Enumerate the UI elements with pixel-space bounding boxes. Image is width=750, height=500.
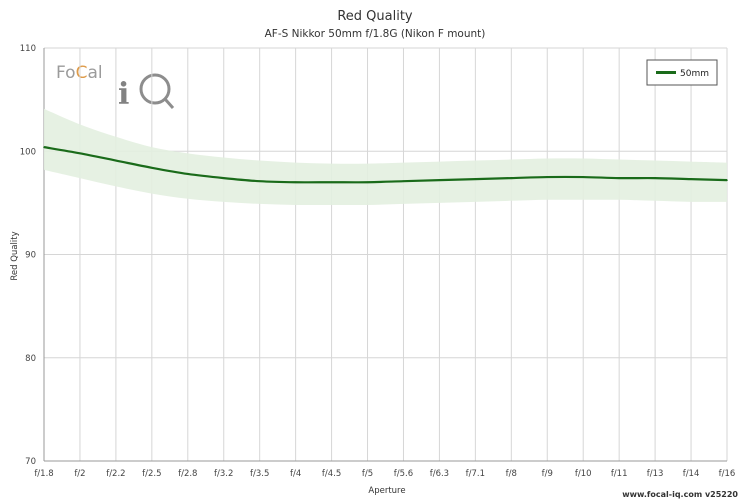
data-point[interactable] [330, 181, 333, 184]
series-line-50mm[interactable] [43, 146, 728, 184]
y-tick-label: 90 [25, 251, 36, 261]
data-point[interactable] [510, 177, 513, 179]
y-tick-label: 110 [20, 44, 36, 54]
data-point[interactable] [186, 173, 189, 175]
logo-magnifier-handle [163, 98, 175, 109]
x-tick-label: f/10 [575, 469, 592, 479]
x-tick-label: f/11 [611, 469, 628, 479]
legend-label: 50mm [680, 69, 709, 79]
x-tick-labels: f/1.8 f/2 f/2.2 f/2.5 f/2.8 f/3.2 f/3.5 f/4 f/4.… [34, 469, 735, 479]
confidence-band-layer [44, 108, 727, 206]
x-tick-label: f/2 [74, 469, 85, 479]
x-tick-label: f/1.8 [34, 469, 53, 479]
data-point[interactable] [474, 178, 477, 180]
y-tick-label: 80 [25, 354, 36, 364]
data-point[interactable] [258, 180, 261, 182]
x-tick-label: f/14 [683, 469, 700, 479]
data-point[interactable] [43, 146, 45, 148]
logo-magnifier-icon [139, 73, 171, 105]
data-point[interactable] [115, 159, 117, 162]
y-tick-label: 70 [25, 457, 36, 467]
data-point[interactable] [402, 180, 405, 182]
data-point[interactable] [582, 176, 585, 178]
logo-iq-text: i [118, 77, 129, 112]
x-tick-label: f/2.8 [178, 469, 197, 479]
x-tick-label: f/2.5 [142, 469, 161, 479]
y-tick-labels: 70 80 90 100 110 [20, 44, 36, 467]
data-point[interactable] [79, 152, 81, 155]
chart-subtitle: AF-S Nikkor 50mm f/1.8G (Nikon F mount) [265, 28, 486, 40]
focal-iq-logo: FoCal i [56, 63, 175, 112]
x-tick-label: f/6.3 [430, 469, 449, 479]
x-tick-label: f/8 [506, 469, 517, 479]
x-axis-label: Aperture [368, 486, 405, 496]
x-tick-label: f/5 [362, 469, 373, 479]
x-tick-label: f/7.1 [466, 469, 485, 479]
data-point[interactable] [654, 177, 656, 179]
x-tick-label: f/13 [647, 469, 664, 479]
x-tick-label: f/4.5 [322, 469, 341, 479]
data-point[interactable] [690, 178, 692, 180]
chart-title: Red Quality [337, 9, 413, 24]
data-point[interactable] [222, 177, 225, 179]
x-tick-label: f/3.5 [250, 469, 269, 479]
series-line-layer [43, 146, 728, 184]
x-tick-label: f/4 [290, 469, 301, 479]
data-point[interactable] [151, 166, 153, 169]
x-tick-label: f/3.2 [214, 469, 233, 479]
data-point[interactable] [726, 179, 728, 181]
y-tick-label: 100 [20, 147, 36, 157]
data-point[interactable] [294, 181, 297, 184]
confidence-band [44, 108, 727, 206]
data-point[interactable] [438, 179, 441, 181]
grid [43, 47, 728, 462]
data-point[interactable] [618, 177, 620, 179]
data-point[interactable] [366, 181, 369, 184]
legend[interactable]: 50mm [646, 59, 718, 86]
y-axis-label: Red Quality [10, 231, 20, 280]
x-tick-label: f/5.6 [394, 469, 413, 479]
x-tick-label: f/16 [719, 469, 736, 479]
x-tick-label: f/2.2 [106, 469, 125, 479]
x-tick-label: f/9 [542, 469, 553, 479]
logo-focal-text: FoCal [56, 63, 103, 83]
footer-text: www.focal-iq.com v25220 [622, 490, 738, 499]
data-point[interactable] [546, 176, 549, 178]
